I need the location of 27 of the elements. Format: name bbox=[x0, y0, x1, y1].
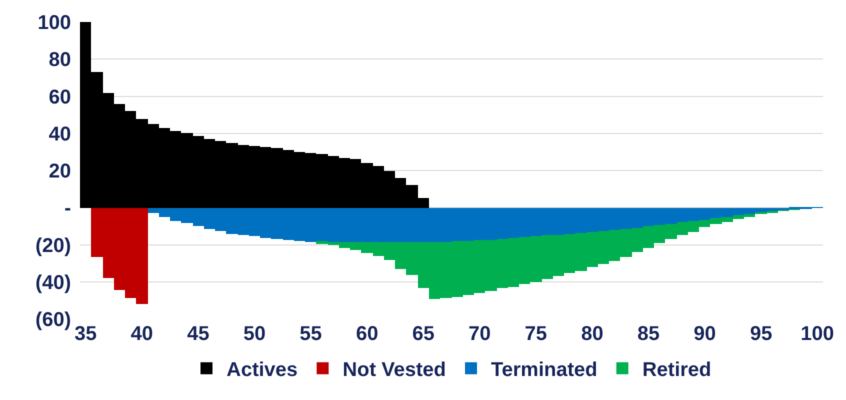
legend-label: Terminated bbox=[491, 359, 598, 381]
x-tick-label: 50 bbox=[243, 323, 266, 345]
y-tick-label: 20 bbox=[48, 160, 71, 182]
y-tick-label: 40 bbox=[48, 123, 71, 146]
legend-label: Actives bbox=[226, 359, 298, 381]
x-tick-label: 100 bbox=[800, 323, 834, 345]
x-tick-label: 60 bbox=[356, 323, 378, 345]
legend-label: Retired bbox=[642, 359, 712, 381]
y-tick-label: 80 bbox=[48, 49, 71, 72]
x-tick-label: 95 bbox=[750, 323, 772, 345]
x-tick-label: 55 bbox=[300, 323, 322, 345]
y-tick-label: 100 bbox=[38, 12, 71, 34]
x-tick-label: 45 bbox=[187, 323, 210, 345]
y-tick-label: (20) bbox=[35, 234, 71, 257]
x-tick-label: 65 bbox=[412, 323, 434, 345]
x-tick-label: 40 bbox=[130, 323, 154, 345]
x-tick-label: 90 bbox=[694, 323, 716, 345]
y-tick-label: 60 bbox=[48, 86, 71, 108]
y-tick-label: - bbox=[64, 198, 71, 220]
x-tick-label: 35 bbox=[74, 323, 97, 345]
y-tick-label: (60) bbox=[35, 309, 71, 331]
x-tick-label: 75 bbox=[524, 323, 548, 345]
x-tick-label: 85 bbox=[637, 323, 660, 345]
legend-label: Not Vested bbox=[342, 359, 446, 381]
x-tick-label: 80 bbox=[581, 323, 604, 345]
x-tick-label: 70 bbox=[468, 323, 491, 345]
y-tick-label: (40) bbox=[35, 272, 71, 294]
